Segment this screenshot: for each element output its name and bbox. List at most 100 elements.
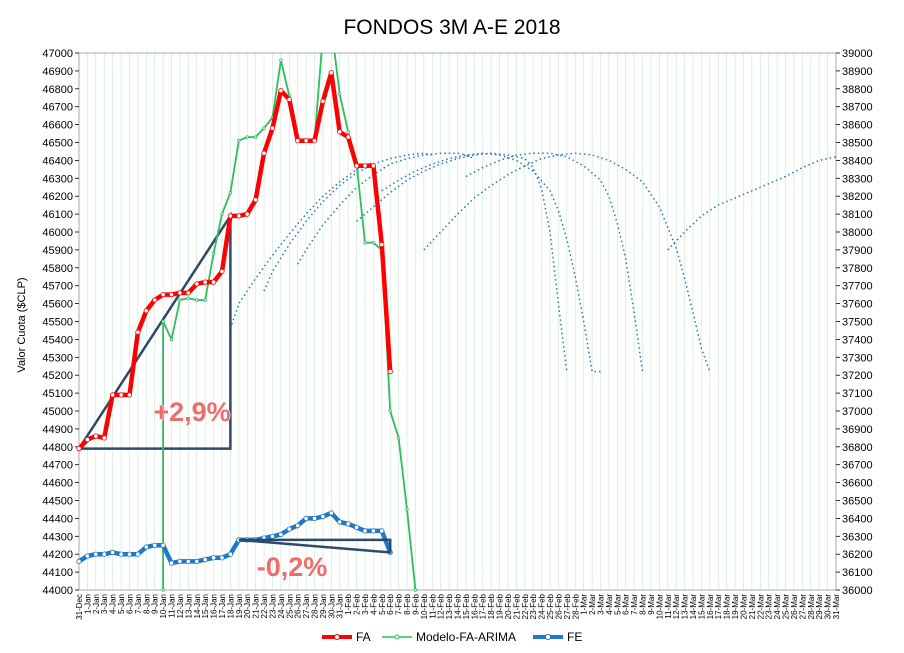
series-point-modelo-fa-arima <box>371 240 376 245</box>
x-tick-label: 25-Feb <box>546 593 555 619</box>
y-right-tick-label: 38700 <box>842 102 873 114</box>
series-point-fe <box>219 555 225 561</box>
x-tick-label: 6-Feb <box>386 593 395 614</box>
series-point-fa <box>345 134 351 140</box>
x-tick-label: 19-Feb <box>496 593 505 619</box>
forecast-line-1 <box>229 161 374 329</box>
x-tick-label: 13-Mar <box>681 594 690 620</box>
x-tick-label: 9-Feb <box>411 593 420 614</box>
axes: 44000 44100 44200 44300 44400 44500 44600 44700… <box>42 48 872 620</box>
x-tick-label: 1-Jan <box>83 594 92 614</box>
x-tick-label: 8-Feb <box>403 593 412 614</box>
x-tick-label: 28-Mar <box>807 594 816 620</box>
series-point-fa <box>236 213 242 219</box>
y-left-tick-label: 45100 <box>42 388 73 400</box>
series-point-modelo-fa-arima <box>211 251 216 256</box>
x-tick-label: 7-Jan <box>134 594 143 614</box>
series-point-fa <box>84 436 91 443</box>
x-tick-label: 28-Feb <box>571 593 580 619</box>
x-tick-label: 2-Feb <box>353 593 362 614</box>
x-tick-label: 30-Mar <box>824 594 833 620</box>
x-tick-label: 23-Mar <box>765 594 774 620</box>
y-right-tick-label: 38300 <box>842 173 873 185</box>
series-point-fa <box>278 88 284 94</box>
series-point-modelo-fa-arima <box>388 409 392 413</box>
series-point-fe <box>227 551 233 557</box>
x-tick-label: 6-Mar <box>622 594 631 615</box>
series-point-fe <box>194 558 200 565</box>
x-tick-label: 12-Feb <box>437 593 446 619</box>
series-point-modelo-fa-arima <box>178 298 182 302</box>
x-tick-label: 27-Feb <box>563 593 572 619</box>
x-tick-label: 26-Mar <box>790 594 799 620</box>
series-point-modelo-fa-arima <box>405 507 409 512</box>
y-left-tick-label: 44200 <box>42 549 73 561</box>
series-point-fa <box>152 297 158 303</box>
y-left-tick-label: 46200 <box>42 191 73 203</box>
series-point-fe <box>362 528 368 534</box>
x-tick-label: 16-Jan <box>210 594 219 618</box>
x-tick-label: 14-Jan <box>193 594 202 618</box>
x-tick-label: 31-Jan <box>336 594 345 618</box>
series-point-fe <box>110 549 116 556</box>
x-tick-label: 3-Jan <box>100 594 109 614</box>
y-right-tick-label: 36300 <box>842 531 873 543</box>
series-point-fe <box>295 522 301 529</box>
x-tick-label: 7-Feb <box>395 593 404 614</box>
x-tick-label: 11-Mar <box>664 594 673 619</box>
y-left-tick-label: 46800 <box>42 84 73 96</box>
x-tick-label: 29-Jan <box>319 594 328 618</box>
x-tick-label: 2-Mar <box>588 594 597 615</box>
x-tick-label: 5-Feb <box>378 593 387 614</box>
legend: FA Modelo-FA-ARIMA FE <box>322 630 582 644</box>
y-left-tick-label: 46400 <box>42 155 73 167</box>
series-point-fe <box>135 551 141 557</box>
y-right-tick-label: 36100 <box>842 567 873 579</box>
data-series <box>76 53 418 592</box>
x-tick-label: 10-Jan <box>159 594 168 618</box>
x-tick-label: 18-Mar <box>723 594 732 620</box>
y-left-tick-label: 45000 <box>42 406 73 418</box>
annotation-up-label: +2,9% <box>153 397 230 427</box>
y-left-tick-label: 45500 <box>42 317 73 329</box>
y-left-tick-label: 44800 <box>42 442 73 454</box>
x-tick-label: 13-Feb <box>445 593 454 619</box>
series-point-fa <box>370 163 376 169</box>
series-point-modelo-fa-arima <box>262 126 266 130</box>
x-tick-label: 31-Dec <box>75 594 84 620</box>
series-point-fa <box>269 125 276 131</box>
x-tick-label: 24-Feb <box>538 593 547 619</box>
x-tick-label: 17-Feb <box>479 593 488 619</box>
x-tick-label: 26-Feb <box>554 593 563 619</box>
x-tick-label: 24-Jan <box>277 594 286 618</box>
chart-title: FONDOS 3M A-E 2018 <box>343 16 560 39</box>
x-tick-label: 20-Jan <box>243 594 252 618</box>
series-point-fe <box>126 551 133 557</box>
series-point-modelo-fa-arima <box>228 190 233 195</box>
series-point-fe <box>278 531 284 538</box>
x-tick-label: 4-Jan <box>109 594 118 614</box>
series-point-modelo-fa-arima <box>220 212 224 216</box>
x-tick-label: 15-Mar <box>697 594 706 620</box>
series-point-modelo-fa-arima <box>169 337 174 342</box>
x-tick-label: 29-Mar <box>815 594 824 620</box>
x-tick-label: 22-Jan <box>260 594 269 618</box>
y-left-tick-label: 46600 <box>42 120 73 132</box>
series-point-fa <box>101 435 107 441</box>
annotation-down-label: -0,2% <box>257 552 328 582</box>
x-tick-label: 17-Mar <box>714 594 723 620</box>
x-tick-label: 2-Jan <box>92 594 101 614</box>
series-point-fa <box>387 368 393 375</box>
series-point-fa <box>337 129 343 135</box>
legend-label-fa: FA <box>356 630 371 644</box>
series-point-fe <box>337 519 343 525</box>
series-point-fe <box>185 558 191 565</box>
y-right-tick-label: 37200 <box>842 370 873 382</box>
x-tick-label: 17-Jan <box>218 594 227 618</box>
y-right-tick-label: 37100 <box>842 388 873 400</box>
series-point-modelo-fa-arima <box>186 296 190 300</box>
x-tick-label: 30-Jan <box>327 594 336 618</box>
series-point-fe <box>328 510 334 516</box>
